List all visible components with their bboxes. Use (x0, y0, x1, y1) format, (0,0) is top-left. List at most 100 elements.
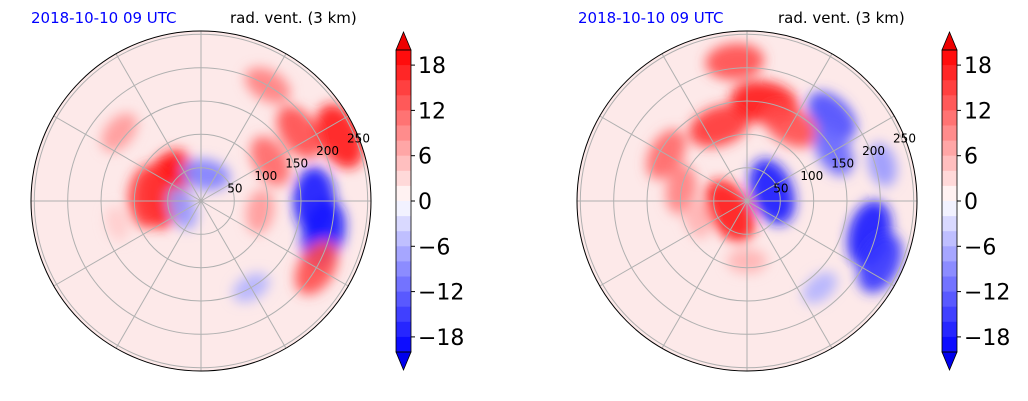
colorbar-level (942, 80, 957, 96)
colorbar-tick-label: 6 (418, 145, 432, 170)
colorbar-tick-label: 12 (418, 99, 446, 124)
velocity-cell (689, 104, 751, 148)
radial-tick-label: 50 (773, 182, 788, 196)
colorbar-level (396, 140, 411, 157)
colorbar-level (396, 155, 411, 172)
colorbar-level (396, 65, 411, 81)
colorbar-level (396, 276, 411, 292)
panel-right-title-left: 2018-10-10 09 UTC (578, 9, 724, 27)
colorbar-tick-label: 0 (964, 190, 978, 215)
panel-left: 2018-10-10 09 UTC rad. vent. (3 km) 50 10… (30, 9, 464, 372)
velocity-cell (181, 159, 231, 191)
radial-tick-label: 100 (800, 169, 823, 183)
velocity-cell (683, 199, 711, 239)
radial-tick-label: 100 (254, 169, 277, 183)
colorbar-level (396, 50, 411, 66)
colorbar-tick-label: −18 (964, 326, 1010, 351)
velocity-cell (276, 105, 322, 159)
angular-gridline (200, 115, 349, 202)
colorbar-level (942, 321, 957, 338)
colorbar-level (396, 170, 411, 187)
colorbar-extend-min (395, 351, 412, 372)
colorbar-level (942, 201, 957, 217)
colorbar-level (396, 261, 411, 277)
angular-gridline (746, 53, 833, 202)
colorbar-level (396, 110, 411, 126)
colorbar-tick-label: −12 (418, 281, 464, 306)
radial-tick-label: 250 (347, 132, 370, 146)
colorbar-level (396, 80, 411, 96)
colorbar-level (396, 216, 411, 232)
velocity-cell (101, 113, 138, 152)
radial-tick-label: 150 (285, 157, 308, 171)
colorbar-tick-label: 6 (964, 145, 978, 170)
colorbar-level (942, 170, 957, 187)
colorbar-tick-label: 0 (418, 190, 432, 215)
colorbar-right: 18 12 6 0 −6 −12 −18 (941, 30, 1010, 372)
colorbar-tick-label: 12 (964, 99, 992, 124)
colorbar-level (396, 95, 411, 111)
velocity-cell (802, 271, 838, 304)
colorbar-level (942, 291, 957, 308)
angular-gridline (661, 200, 748, 349)
polar-plot-left: 50 100 150 200 250 (30, 30, 372, 372)
angular-gridline (661, 53, 748, 202)
colorbar-level (396, 201, 411, 217)
colorbar-level (942, 140, 957, 157)
colorbar-level (942, 276, 957, 292)
colorbar-tick-label: −12 (964, 281, 1010, 306)
velocity-field (101, 67, 364, 303)
colorbar-extend-max (395, 30, 412, 51)
panel-right-title-right: rad. vent. (3 km) (778, 9, 905, 27)
colorbar-level (942, 261, 957, 277)
colorbar-tick-label: −18 (418, 326, 464, 351)
velocity-cell (867, 142, 897, 187)
radial-tick-label: 150 (831, 157, 854, 171)
angular-gridline (53, 200, 202, 287)
colorbar-level (942, 95, 957, 111)
colorbar-level (396, 336, 411, 353)
polar-plot-right: 50 100 150 200 250 (576, 30, 918, 372)
colorbar-level (942, 65, 957, 81)
colorbar-level (942, 231, 957, 247)
angular-gridline (746, 115, 895, 202)
radial-tick-label: 50 (227, 182, 242, 196)
colorbar-level (942, 185, 957, 202)
angular-gridline (115, 53, 202, 202)
angular-gridline (53, 115, 202, 202)
colorbar-level (942, 246, 957, 262)
polar-frame (30, 30, 372, 372)
colorbar-extend-min (941, 351, 958, 372)
radial-tick-label: 200 (862, 144, 885, 158)
colorbar-level (396, 306, 411, 323)
velocity-cell (857, 233, 903, 293)
colorbar-level (396, 231, 411, 247)
colorbar-level (942, 155, 957, 172)
angular-gridline (200, 200, 287, 349)
radial-tick-label: 250 (893, 132, 916, 146)
colorbar-level (942, 110, 957, 126)
colorbar-level (396, 291, 411, 308)
angular-gridline (115, 200, 202, 349)
panel-left-title-right: rad. vent. (3 km) (230, 9, 357, 27)
colorbar-level (396, 321, 411, 338)
colorbar-level (942, 50, 957, 66)
colorbar-tick-label: −6 (418, 235, 450, 260)
colorbar-level (942, 306, 957, 323)
colorbar-level (396, 246, 411, 262)
colorbar-tick-label: 18 (964, 54, 992, 79)
angular-gridline (746, 200, 895, 287)
colorbar-tick-label: −6 (964, 235, 996, 260)
velocity-cell (128, 164, 168, 229)
colorbar-level (396, 185, 411, 202)
angular-gridline (746, 200, 833, 349)
polar-frame (576, 30, 918, 372)
panel-right: 2018-10-10 09 UTC rad. vent. (3 km) 50 10… (576, 9, 1010, 372)
angular-gridline (599, 200, 748, 287)
panel-left-title-left: 2018-10-10 09 UTC (31, 9, 177, 27)
colorbar-level (942, 125, 957, 141)
colorbar-level (396, 125, 411, 141)
colorbar-level (942, 216, 957, 232)
colorbar-left: 18 12 6 0 −6 −12 −18 (395, 30, 464, 372)
